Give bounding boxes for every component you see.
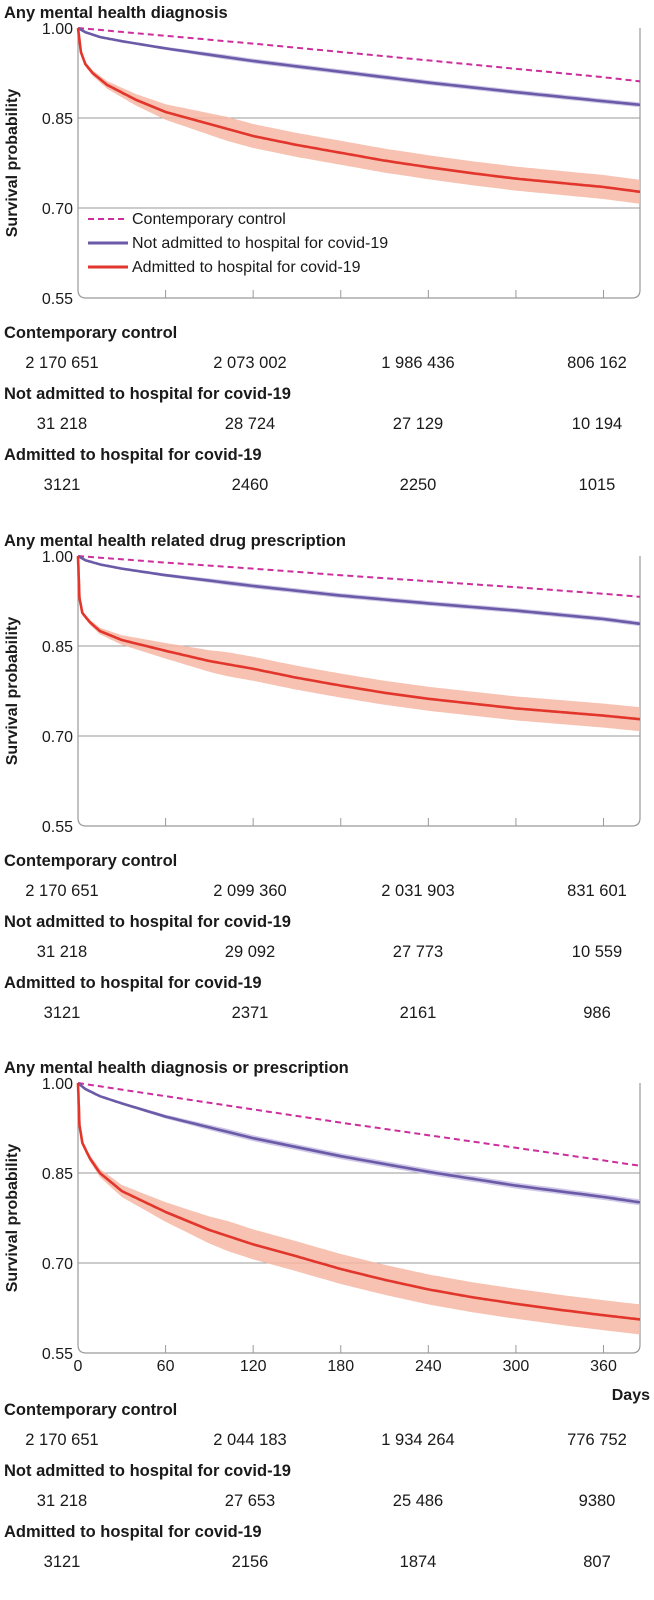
y-tick-label: 0.55 xyxy=(42,291,73,308)
risk-table-value: 10 194 xyxy=(572,415,622,433)
risk-table-group-admitted-to-hospital-for-covid-19: Admitted to hospital for covid-19 xyxy=(4,974,262,992)
y-tick-label: 0.70 xyxy=(42,729,73,746)
risk-table-value: 3121 xyxy=(44,476,81,494)
x-tick-label: 120 xyxy=(240,1358,267,1375)
ci-band-admitted-to-hospital-for-covid-19 xyxy=(78,554,640,732)
series-line-not-admitted-to-hospital-for-covid-19 xyxy=(77,1082,641,1204)
risk-table-group-admitted-to-hospital-for-covid-19: Admitted to hospital for covid-19 xyxy=(4,446,262,464)
risk-table-value: 27 773 xyxy=(393,943,443,961)
y-tick-label: 1.00 xyxy=(42,21,73,38)
risk-table-value: 28 724 xyxy=(225,415,275,433)
risk-table-value: 2156 xyxy=(232,1553,269,1571)
risk-table-value: 31 218 xyxy=(37,1492,87,1510)
risk-table-value: 806 162 xyxy=(567,354,627,372)
x-axis-unit: Days xyxy=(612,1387,650,1404)
risk-table-value: 29 092 xyxy=(225,943,275,961)
y-axis-label: Survival probability xyxy=(4,1144,21,1293)
risk-table-value: 2 073 002 xyxy=(213,354,286,372)
y-tick-label: 0.70 xyxy=(42,1256,73,1273)
axis-frame xyxy=(77,1083,641,1354)
risk-table-value: 2 170 651 xyxy=(25,882,98,900)
x-tick-label: 300 xyxy=(503,1358,530,1375)
risk-table-value: 2 170 651 xyxy=(25,354,98,372)
risk-table-value: 31 218 xyxy=(37,943,87,961)
y-tick-label: 0.55 xyxy=(42,819,73,836)
risk-table-group-not-admitted-to-hospital-for-covid-19: Not admitted to hospital for covid-19 xyxy=(4,913,291,931)
series-line-contemporary-control xyxy=(77,1082,641,1167)
risk-table-value: 776 752 xyxy=(567,1431,627,1449)
risk-table-group-not-admitted-to-hospital-for-covid-19: Not admitted to hospital for covid-19 xyxy=(4,1462,291,1480)
risk-table-value: 27 653 xyxy=(225,1492,275,1510)
risk-table-value: 1 934 264 xyxy=(381,1431,454,1449)
series-line-not-admitted-to-hospital-for-covid-19 xyxy=(77,554,641,626)
panel-drug-prescription: Any mental health related drug prescript… xyxy=(0,528,654,1028)
ci-band-admitted-to-hospital-for-covid-19 xyxy=(78,1080,640,1335)
survival-chart-diagnosis: Any mental health diagnosis Survival prob… xyxy=(4,4,641,494)
risk-table-value: 1 986 436 xyxy=(381,354,454,372)
series-line-contemporary-control xyxy=(77,27,641,83)
risk-table-value: 2460 xyxy=(232,476,269,494)
panel-diagnosis-or-prescription: Any mental health diagnosis or prescript… xyxy=(0,1055,654,1600)
series-line-contemporary-control xyxy=(77,555,641,598)
x-tick-label: 60 xyxy=(157,1358,175,1375)
axis-frame xyxy=(77,28,641,299)
y-axis-label: Survival probability xyxy=(4,617,21,766)
legend-label-contemporary-control: Contemporary control xyxy=(132,211,286,228)
risk-table-group-admitted-to-hospital-for-covid-19: Admitted to hospital for covid-19 xyxy=(4,1523,262,1541)
x-tick-label: 360 xyxy=(590,1358,617,1375)
risk-table-value: 2371 xyxy=(232,1004,269,1022)
risk-table-value: 831 601 xyxy=(567,882,627,900)
ci-band-not-admitted-to-hospital-for-covid-19 xyxy=(78,1082,640,1206)
chart-title: Any mental health related drug prescript… xyxy=(4,532,346,550)
y-tick-label: 0.85 xyxy=(42,111,73,128)
y-tick-label: 1.00 xyxy=(42,1076,73,1093)
risk-table-value: 2 099 360 xyxy=(213,882,286,900)
y-tick-label: 0.85 xyxy=(42,639,73,656)
risk-table-value: 27 129 xyxy=(393,415,443,433)
risk-table-value: 1874 xyxy=(400,1553,437,1571)
axis-frame xyxy=(77,556,641,827)
risk-table-value: 31 218 xyxy=(37,415,87,433)
risk-table-value: 2 170 651 xyxy=(25,1431,98,1449)
y-tick-label: 0.85 xyxy=(42,1166,73,1183)
risk-table-value: 1015 xyxy=(579,476,616,494)
series-line-admitted-to-hospital-for-covid-19 xyxy=(76,27,641,194)
y-axis-label: Survival probability xyxy=(4,89,21,238)
x-tick-label: 0 xyxy=(74,1358,83,1375)
series-line-admitted-to-hospital-for-covid-19 xyxy=(76,1082,641,1321)
y-tick-label: 1.00 xyxy=(42,549,73,566)
risk-table-group-not-admitted-to-hospital-for-covid-19: Not admitted to hospital for covid-19 xyxy=(4,385,291,403)
panel-mental-health-diagnosis: Any mental health diagnosis Survival prob… xyxy=(0,0,654,500)
chart-title: Any mental health diagnosis or prescript… xyxy=(4,1059,349,1077)
y-tick-label: 0.70 xyxy=(42,201,73,218)
risk-table-value: 2250 xyxy=(400,476,437,494)
risk-table-value: 2161 xyxy=(400,1004,437,1022)
risk-table-value: 25 486 xyxy=(393,1492,443,1510)
risk-table-group-contemporary-control: Contemporary control xyxy=(4,324,177,342)
risk-table-group-contemporary-control: Contemporary control xyxy=(4,1401,177,1419)
risk-table-value: 986 xyxy=(583,1004,611,1022)
survival-chart-prescription: Any mental health related drug prescript… xyxy=(4,532,641,1022)
series-line-admitted-to-hospital-for-covid-19 xyxy=(76,555,641,721)
x-tick-label: 180 xyxy=(327,1358,354,1375)
risk-table-value: 3121 xyxy=(44,1553,81,1571)
x-tick-label: 240 xyxy=(415,1358,442,1375)
risk-table-group-contemporary-control: Contemporary control xyxy=(4,852,177,870)
risk-table-value: 2 044 183 xyxy=(213,1431,286,1449)
y-tick-label: 0.55 xyxy=(42,1346,73,1363)
risk-table-value: 10 559 xyxy=(572,943,622,961)
risk-table-value: 2 031 903 xyxy=(381,882,454,900)
legend-label-not-admitted-to-hospital-for-covid-19: Not admitted to hospital for covid-19 xyxy=(132,235,388,252)
risk-table-value: 3121 xyxy=(44,1004,81,1022)
risk-table-value: 807 xyxy=(583,1553,611,1571)
series-line-not-admitted-to-hospital-for-covid-19 xyxy=(77,26,641,107)
survival-chart-diagnosis-or-prescription: Any mental health diagnosis or prescript… xyxy=(4,1059,650,1571)
risk-table-value: 9380 xyxy=(579,1492,616,1510)
legend-label-admitted-to-hospital-for-covid-19: Admitted to hospital for covid-19 xyxy=(132,259,361,276)
chart-title: Any mental health diagnosis xyxy=(4,4,228,22)
